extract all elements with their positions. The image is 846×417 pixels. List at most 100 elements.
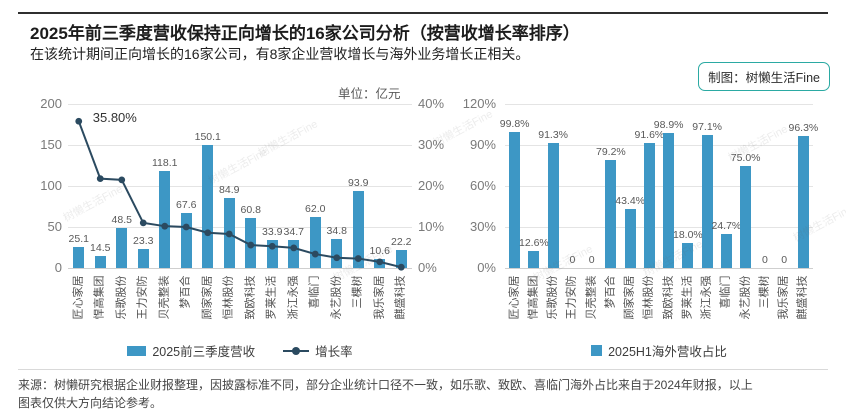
overseas-chart-legend: 2025H1海外营收占比	[505, 341, 813, 360]
overseas-share-bar	[624, 208, 636, 268]
x-axis-label: 梦百合	[604, 275, 617, 309]
bar-value-label: 24.7%	[711, 220, 742, 233]
y-axis-tick: 10%	[418, 219, 445, 234]
source-note-line2: 图表仅供大方向结论参考。	[18, 396, 163, 410]
bar-value-label: 98.9%	[653, 118, 684, 131]
bar-value-label: 93.9	[348, 177, 369, 189]
growth-line-point	[376, 258, 384, 266]
revenue-bar	[137, 248, 149, 268]
bar-value-label: 10.6	[369, 245, 390, 258]
x-axis-label: 顾家家居	[623, 275, 636, 320]
x-axis-label: 乐歌股份	[115, 275, 128, 320]
bar-value-label: 99.8%	[499, 117, 530, 130]
x-axis-label: 致欧科技	[662, 275, 675, 320]
bar-value-label: 34.8	[326, 225, 347, 238]
x-axis-label: 乐歌股份	[546, 275, 559, 320]
revenue-bar	[288, 239, 300, 268]
gridline	[505, 186, 813, 187]
growth-line-point	[311, 250, 319, 258]
x-axis-label: 罗莱生活	[681, 275, 694, 320]
y-axis-tick: 120%	[462, 96, 496, 111]
x-axis-label: 悍高集团	[93, 275, 106, 320]
revenue-bar	[309, 217, 321, 268]
gridline	[68, 186, 412, 187]
gridline	[68, 227, 412, 228]
growth-line-point	[139, 219, 147, 227]
bar-value-label: 0	[761, 254, 768, 266]
x-axis-label: 浙江永强	[287, 275, 300, 320]
bar-value-label: 48.5	[111, 214, 132, 227]
bar-value-label: 43.4%	[615, 194, 646, 207]
overseas-share-bar	[605, 159, 617, 268]
x-axis-label: 王力安防	[136, 275, 149, 320]
y-axis-tick: 200	[40, 96, 62, 111]
revenue-chart-legend: 2025前三季度营收 增长率	[68, 341, 412, 360]
gridline	[505, 227, 813, 228]
overseas-chart-plot: 99.8% 12.6% 91.3% 0 0 79.2% 43.4% 91.6% 98.9% 18.…	[500, 104, 818, 269]
growth-line-point	[397, 263, 405, 271]
x-axis-label: 罗莱生活	[265, 275, 278, 320]
overseas-share-bar	[663, 132, 675, 268]
bar-value-label: 91.6%	[634, 128, 665, 141]
growth-line-point	[75, 117, 83, 125]
y-axis-tick: 40%	[418, 96, 445, 111]
gridline	[505, 268, 813, 269]
bar-value-label: 79.2%	[595, 145, 626, 158]
bar-value-label: 33.9	[262, 226, 283, 239]
x-axis-label: 麒盛科技	[796, 275, 809, 320]
revenue-bar	[202, 144, 214, 268]
legend-label-growth: 增长率	[315, 345, 353, 359]
x-axis-label: 喜临门	[308, 275, 321, 309]
x-axis-label: 贝壳整装	[158, 275, 171, 320]
bar-value-label: 67.6	[176, 198, 197, 211]
overseas-share-bar	[720, 234, 732, 268]
x-axis-label: 贝壳整装	[585, 275, 598, 320]
x-axis-label: 我乐家居	[777, 275, 790, 320]
bar-value-label: 118.1	[152, 157, 178, 170]
x-axis-label: 顾家家居	[201, 275, 214, 320]
revenue-bar	[159, 171, 171, 268]
x-axis-label: 悍高集团	[527, 275, 540, 320]
growth-line-point	[182, 223, 190, 231]
overseas-share-bar	[701, 135, 713, 268]
x-axis-label: 麒盛科技	[394, 275, 407, 320]
growth-line-point	[118, 176, 126, 184]
revenue-bar	[266, 240, 278, 268]
x-axis-label: 三棵树	[758, 275, 771, 309]
bar-value-label: 14.5	[90, 242, 111, 255]
gridline	[505, 145, 813, 146]
bar-value-label: 84.9	[219, 184, 240, 197]
bar-value-label: 23.3	[133, 234, 154, 247]
legend-label-revenue: 2025前三季度营收	[152, 345, 256, 359]
y-axis-tick: 150	[40, 137, 62, 152]
growth-line-point	[333, 254, 341, 262]
y-axis-tick: 90%	[469, 137, 496, 152]
bar-value-label: 96.3%	[788, 122, 819, 135]
revenue-bar	[116, 228, 128, 268]
unit-label: 单位：亿元	[338, 87, 401, 101]
y-axis-tick: 100	[40, 178, 62, 193]
legend-item-overseas: 2025H1海外营收占比	[591, 341, 727, 360]
x-axis-label: 三棵树	[351, 275, 364, 309]
line-swatch-icon	[283, 346, 310, 355]
bar-value-label: 60.8	[240, 204, 261, 217]
bar-value-label: 12.6%	[518, 236, 549, 249]
footer-divider	[18, 369, 828, 370]
overseas-share-bar	[797, 136, 809, 268]
overseas-share-bar	[643, 142, 655, 268]
top-divider	[18, 12, 828, 14]
y-axis-tick: 20%	[418, 178, 445, 193]
y-axis-tick: 0	[54, 260, 62, 275]
x-axis-label: 匠心家居	[508, 275, 521, 320]
x-axis-label: 喜临门	[719, 275, 732, 309]
overseas-share-bar	[528, 250, 540, 268]
revenue-chart-plot: 25.1 14.5 48.5 23.3 118.1 67.6 150.1 84.9 60.8 33…	[68, 104, 412, 271]
bar-value-label: 18.0%	[672, 229, 703, 242]
y-axis-tick: 0%	[418, 260, 437, 275]
growth-line-path	[77, 120, 402, 269]
y-axis-tick: 30%	[418, 137, 445, 152]
x-axis-label: 浙江永强	[700, 275, 713, 320]
bar-value-label: 25.1	[68, 233, 89, 246]
y-axis-tick: 0%	[477, 260, 496, 275]
